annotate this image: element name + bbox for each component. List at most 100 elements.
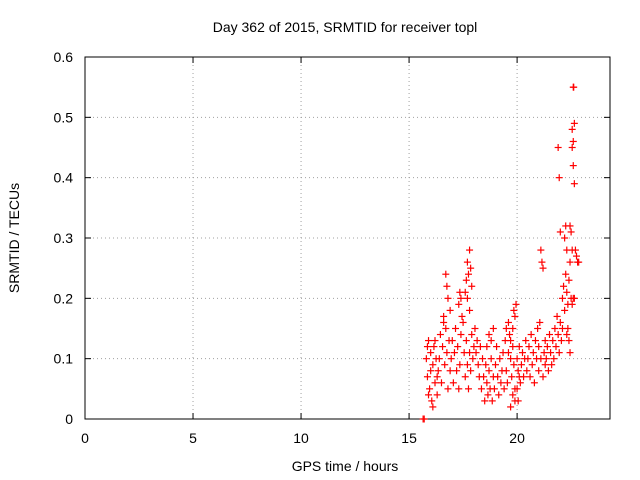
data-point <box>543 343 551 351</box>
data-point <box>538 258 546 266</box>
y-tick-label: 0.2 <box>54 290 74 306</box>
data-point <box>558 294 566 302</box>
data-point <box>511 312 519 320</box>
y-axis-label: SRMTID / TECUs <box>6 183 22 293</box>
data-point <box>483 343 491 351</box>
data-point <box>462 276 470 284</box>
x-axis-label: GPS time / hours <box>292 458 399 474</box>
data-point <box>535 343 543 351</box>
data-point <box>484 391 492 399</box>
data-point <box>423 373 431 381</box>
data-point <box>461 373 469 381</box>
data-point <box>561 306 569 314</box>
data-point <box>553 312 561 320</box>
data-point <box>563 288 571 296</box>
data-point <box>427 367 435 375</box>
data-point <box>440 312 448 320</box>
data-point <box>507 337 515 345</box>
data-point <box>504 349 512 357</box>
data-point <box>525 343 533 351</box>
data-point <box>455 385 463 393</box>
data-point <box>541 361 549 369</box>
y-tick-label: 0.5 <box>54 109 74 125</box>
data-point <box>502 325 510 332</box>
data-point <box>441 361 449 369</box>
data-point <box>483 379 491 387</box>
data-point <box>569 137 577 145</box>
data-point <box>512 300 520 308</box>
data-point <box>554 331 562 339</box>
data-point <box>539 373 547 381</box>
data-point <box>477 385 485 393</box>
data-point <box>569 162 577 170</box>
data-point <box>562 270 570 278</box>
data-point <box>534 325 542 332</box>
data-point <box>427 349 435 357</box>
data-point <box>488 397 496 405</box>
data-point <box>546 331 554 339</box>
data-point <box>443 282 451 290</box>
data-point <box>442 270 450 278</box>
data-point <box>500 385 508 393</box>
data-point <box>510 361 518 369</box>
data-point <box>523 367 531 375</box>
data-point <box>442 325 450 332</box>
data-point <box>458 312 466 320</box>
data-point <box>473 337 481 345</box>
data-point <box>527 331 535 339</box>
data-point <box>509 343 517 351</box>
data-point <box>490 385 498 393</box>
data-point <box>509 391 517 399</box>
data-point <box>548 361 556 369</box>
data-point <box>566 258 574 266</box>
data-point <box>472 349 480 357</box>
data-point <box>575 258 583 266</box>
axis-ticks: 0 0.1 0.2 0.3 0.4 0.5 0.6 0 5 10 15 20 <box>54 49 610 446</box>
data-point <box>459 318 467 326</box>
data-point <box>479 355 487 363</box>
data-point <box>471 325 479 332</box>
data-point <box>537 246 545 254</box>
data-point <box>430 343 438 351</box>
data-point <box>507 403 515 411</box>
data-point <box>443 349 451 357</box>
data-point <box>449 379 457 387</box>
x-tick-label: 5 <box>189 430 197 446</box>
data-point <box>466 306 474 314</box>
data-point <box>557 337 565 345</box>
x-tick-label: 10 <box>293 430 309 446</box>
data-point <box>487 337 495 345</box>
data-point <box>571 246 579 254</box>
data-point <box>509 325 517 332</box>
data-point <box>497 379 505 387</box>
data-point <box>539 264 547 272</box>
data-point <box>433 373 441 381</box>
data-point <box>454 343 462 351</box>
data-point <box>481 397 489 405</box>
data-point <box>542 355 550 363</box>
data-point <box>476 343 484 351</box>
x-tick-label: 15 <box>401 430 417 446</box>
chart-title: Day 362 of 2015, SRMTID for receiver top… <box>213 19 478 35</box>
data-point <box>536 318 544 326</box>
data-point <box>565 337 573 345</box>
data-point <box>439 343 447 351</box>
data-point <box>556 228 564 236</box>
data-point <box>463 258 471 266</box>
data-point <box>549 337 557 345</box>
data-point <box>573 252 581 260</box>
data-point <box>446 306 454 314</box>
data-point <box>524 355 532 363</box>
data-point <box>517 361 525 369</box>
data-point <box>444 294 452 302</box>
data-point <box>448 337 456 345</box>
data-point <box>547 349 555 357</box>
x-tick-label: 20 <box>509 430 525 446</box>
data-point <box>552 343 560 351</box>
data-point <box>453 367 461 375</box>
data-point <box>516 379 524 387</box>
data-point <box>435 355 443 363</box>
data-point <box>450 349 458 357</box>
data-point <box>568 144 576 151</box>
